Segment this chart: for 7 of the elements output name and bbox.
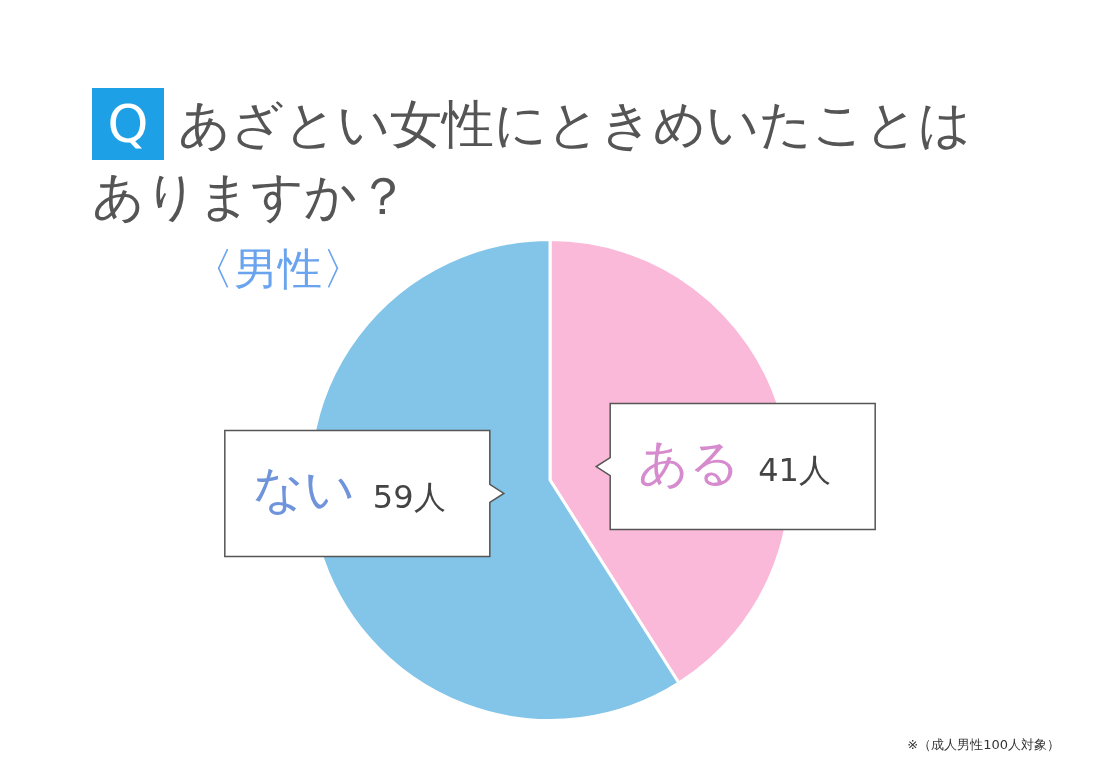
data-label: 41人 — [758, 450, 831, 489]
slice-label: ある — [638, 433, 741, 492]
data-label: 59人 — [372, 477, 446, 516]
chart-title: Q あざとい女性にときめいたことはありますか？ — [92, 93, 971, 226]
chart-subtitle: 〈男性〉 — [190, 242, 366, 296]
slice-label: ない — [252, 460, 355, 519]
text: ※（成人男性100人対象） — [907, 736, 1060, 754]
